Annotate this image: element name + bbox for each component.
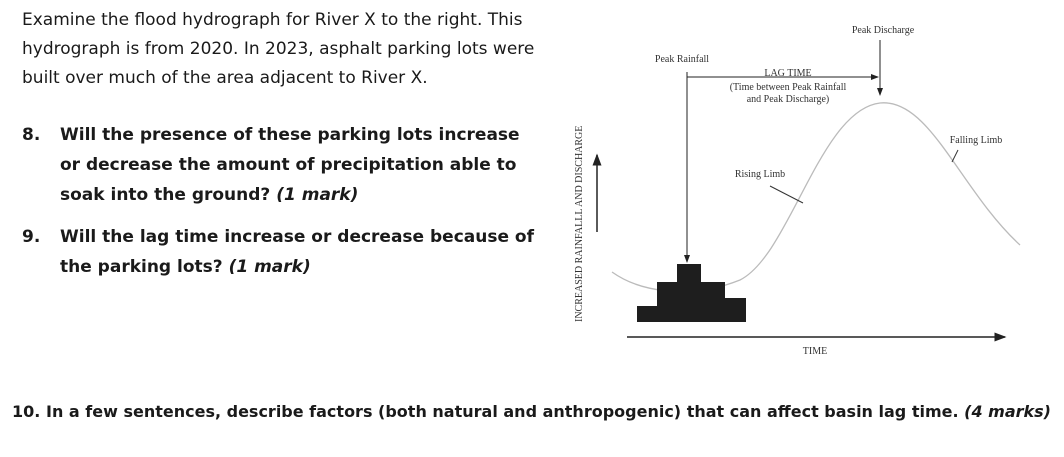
hydrograph: INCREASED RAINFALLL AND DISCHARGE TIME P…	[574, 25, 1021, 357]
rising-limb-pointer	[769, 185, 804, 204]
question-text: Will the presence of these parking lots …	[60, 125, 520, 205]
question-number: 10.	[12, 402, 41, 421]
lag-note: (Time between Peak Rainfall	[730, 82, 847, 93]
rising-limb-label: Rising Limb	[735, 169, 785, 180]
question: 8. Will the presence of these parking lo…	[22, 120, 542, 210]
peak-rainfall-label: Peak Rainfall	[655, 54, 709, 65]
falling-limb-pointer	[951, 149, 959, 163]
intro: Examine the flood hydrograph for River X…	[22, 10, 535, 88]
discharge-curve	[611, 102, 1021, 293]
lag-label: LAG TIME	[764, 68, 811, 79]
falling-limb-label: Falling Limb	[950, 135, 1003, 146]
question-marks: (1 mark)	[228, 257, 311, 277]
question-number: 9.	[22, 227, 41, 247]
question: 9. Will the lag time increase or decreas…	[22, 222, 552, 282]
question-number: 8.	[22, 125, 41, 145]
x-axis-label: TIME	[803, 346, 827, 357]
question-text: Will the lag time increase or decrease b…	[60, 227, 534, 277]
rainfall-bars	[637, 264, 746, 322]
question-marks: (1 mark)	[276, 185, 359, 205]
peak-discharge-label: Peak Discharge	[852, 25, 915, 36]
question-marks: (4 marks)	[964, 402, 1051, 421]
question: 10. In a few sentences, describe factors…	[12, 397, 1062, 427]
question-text: In a few sentences, describe factors (bo…	[46, 402, 959, 421]
lag-note: and Peak Discharge)	[747, 94, 830, 105]
y-axis-label: INCREASED RAINFALLL AND DISCHARGE	[574, 126, 585, 322]
